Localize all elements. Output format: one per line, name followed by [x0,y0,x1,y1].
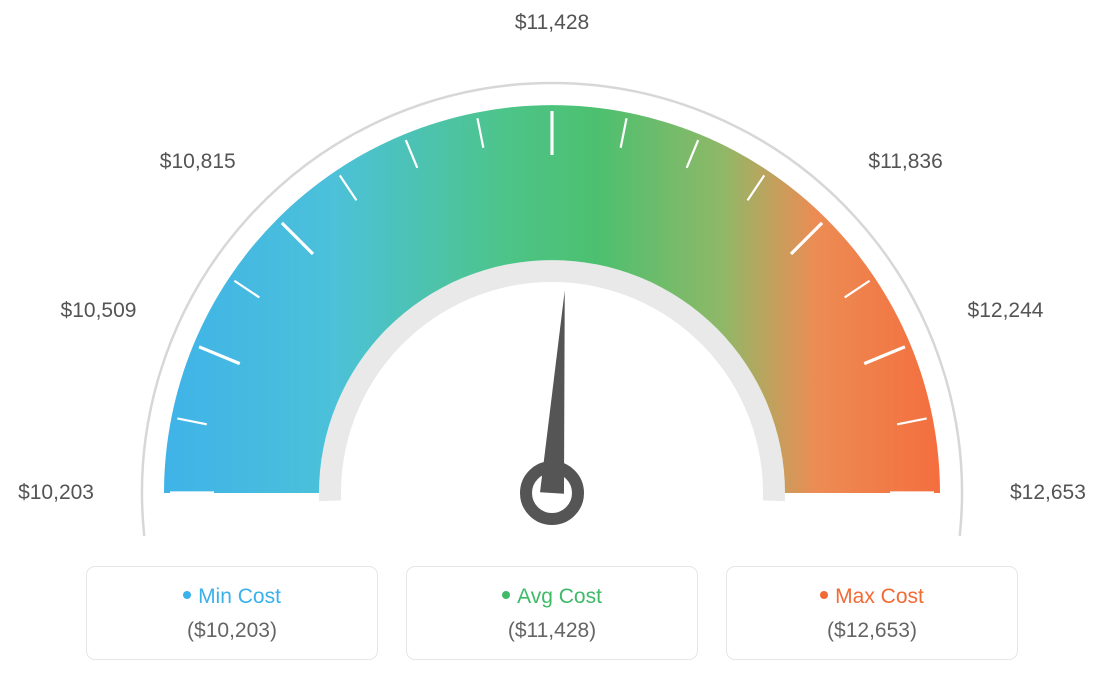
dot-max-icon [820,591,828,599]
legend-title-max: Max Cost [727,585,1017,609]
gauge-tick-label: $10,815 [160,150,236,174]
legend-card-avg: Avg Cost ($11,428) [406,566,698,660]
legend-value-avg: ($11,428) [407,619,697,643]
gauge-tick-label: $12,653 [1010,481,1086,505]
gauge-tick-label: $10,509 [61,299,137,323]
gauge-tick-label: $10,203 [18,481,94,505]
gauge-tick-label: $12,244 [968,299,1044,323]
legend-card-max: Max Cost ($12,653) [726,566,1018,660]
legend-card-min: Min Cost ($10,203) [86,566,378,660]
legend-label-max: Max Cost [835,585,924,608]
gauge-tick-label: $11,428 [515,11,589,35]
gauge-svg [72,48,1032,548]
legend-title-min: Min Cost [87,585,377,609]
gauge-tick-label: $11,836 [868,150,942,174]
legend-title-avg: Avg Cost [407,585,697,609]
legend-value-max: ($12,653) [727,619,1017,643]
legend-row: Min Cost ($10,203) Avg Cost ($11,428) Ma… [0,566,1104,660]
dot-min-icon [183,591,191,599]
dot-avg-icon [502,591,510,599]
legend-label-min: Min Cost [198,585,281,608]
legend-value-min: ($10,203) [87,619,377,643]
legend-label-avg: Avg Cost [517,585,602,608]
gauge-chart: $10,203 $10,509 $10,815 $11,428 $11,836 $12,2… [0,0,1104,545]
